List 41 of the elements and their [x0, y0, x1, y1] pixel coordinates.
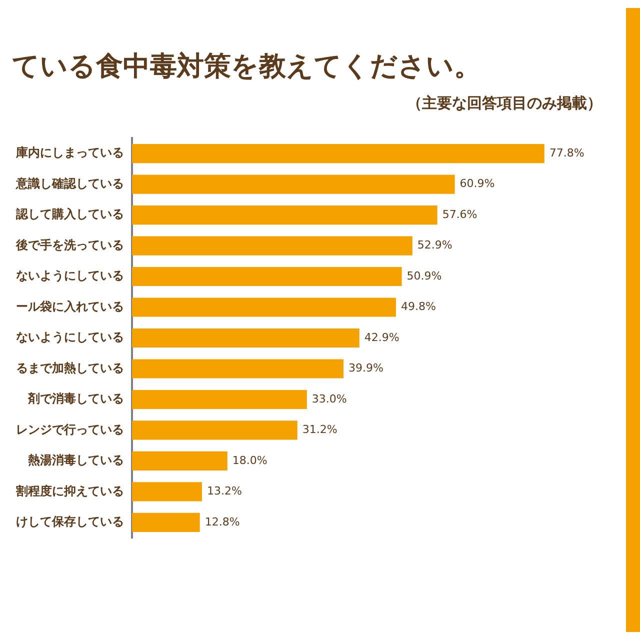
data-label: 12.8%	[204, 515, 240, 528]
data-label: 33.0%	[312, 392, 347, 406]
data-label: 39.9%	[348, 362, 384, 375]
y-tick-label: 割程度に抑えている	[15, 484, 124, 498]
data-label: 57.6%	[442, 208, 478, 221]
data-label: 31.2%	[302, 423, 338, 436]
y-tick-label: 熱湯消毒している	[27, 453, 124, 468]
data-label: 60.9%	[460, 177, 495, 190]
data-label: 13.2%	[206, 484, 242, 498]
y-tick-label: 剤で消毒している	[27, 392, 124, 406]
bar	[132, 512, 200, 532]
bar	[132, 390, 307, 410]
bar	[132, 328, 360, 348]
y-tick-label: るまで加熱している	[16, 360, 124, 375]
y-tick-label: 庫内にしまっている	[15, 146, 124, 160]
y-tick-label: ないようにしている	[16, 330, 124, 344]
y-tick-label: 後で手を洗っている	[15, 238, 124, 252]
chart-subtitle: （主要な回答項目のみ掲載）	[406, 94, 603, 113]
y-tick-label: レンジで行っている	[16, 422, 124, 436]
data-label: 52.9%	[417, 238, 452, 252]
data-label: 49.8%	[400, 300, 436, 314]
bar	[132, 298, 396, 317]
bar	[132, 174, 455, 194]
y-tick-label: ないようにしている	[16, 268, 124, 283]
y-tick-label: けして保存している	[16, 514, 124, 529]
y-tick-label: ール袋に入れている	[16, 299, 124, 314]
bar	[132, 482, 202, 502]
data-label: 42.9%	[364, 330, 400, 344]
bar	[132, 144, 544, 164]
data-label: 18.0%	[232, 454, 268, 467]
bar	[132, 266, 402, 286]
bar	[132, 236, 412, 256]
y-tick-label: 認して購入している	[15, 207, 124, 222]
data-label: 77.8%	[549, 146, 584, 160]
bar	[132, 451, 228, 470]
data-label: 50.9%	[406, 269, 442, 282]
bar	[132, 420, 298, 440]
bar	[132, 206, 438, 225]
bar	[132, 359, 344, 378]
y-tick-label: 意識し確認している	[15, 176, 124, 190]
chart-title: ている食中毒対策を教えてください。	[11, 50, 482, 84]
